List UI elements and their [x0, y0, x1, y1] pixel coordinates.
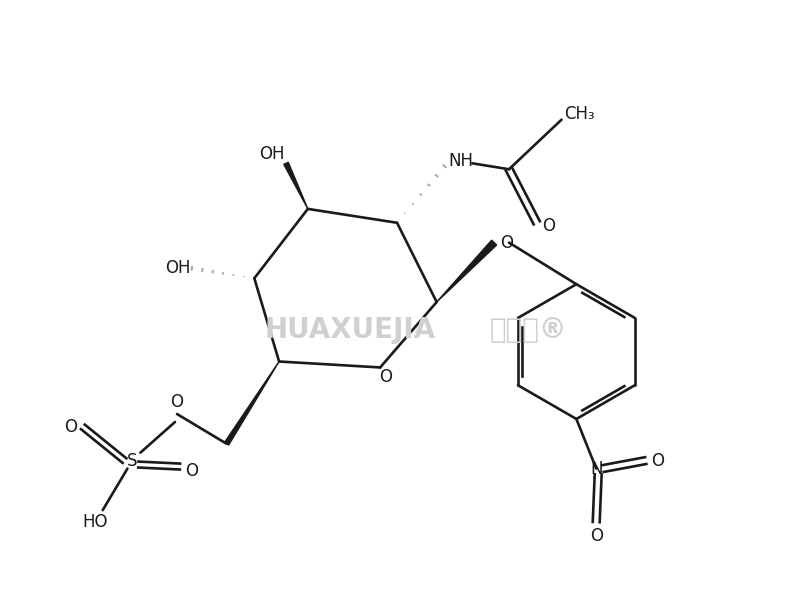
Text: S: S: [127, 452, 138, 470]
Text: OH: OH: [165, 259, 191, 278]
Text: HUAXUEJIA: HUAXUEJIA: [265, 316, 436, 344]
Text: O: O: [542, 217, 555, 235]
Text: O: O: [590, 527, 602, 545]
Text: O: O: [171, 393, 184, 411]
Polygon shape: [284, 162, 308, 209]
Text: OH: OH: [259, 146, 285, 163]
Polygon shape: [437, 240, 496, 302]
Text: O: O: [185, 462, 199, 481]
Text: 化学加®: 化学加®: [489, 316, 567, 344]
Polygon shape: [224, 362, 279, 445]
Text: O: O: [651, 452, 664, 470]
Text: O: O: [500, 233, 514, 252]
Text: NH: NH: [448, 152, 473, 170]
Text: HO: HO: [82, 513, 108, 531]
Text: CH₃: CH₃: [564, 105, 595, 123]
Text: O: O: [378, 368, 392, 386]
Text: O: O: [65, 418, 77, 436]
Text: N: N: [590, 459, 602, 478]
